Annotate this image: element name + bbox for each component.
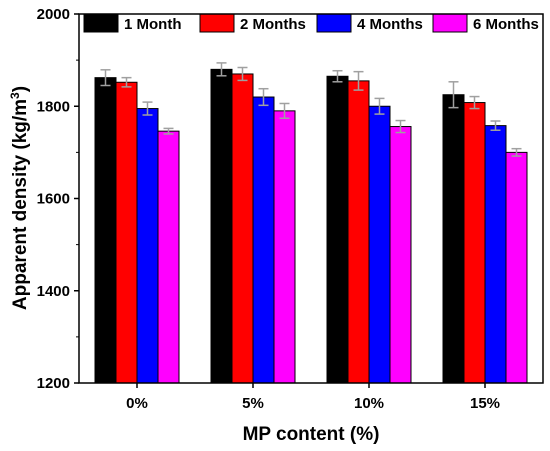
error-bar — [237, 66, 248, 82]
bar-1-month-2 — [326, 75, 349, 384]
bar-6-months-3 — [505, 151, 528, 384]
legend-item-1-month: 1 Month — [83, 13, 182, 33]
bar-2-months-3 — [463, 102, 486, 384]
bar-2-months-0 — [115, 81, 138, 384]
error-bar — [121, 76, 132, 88]
error-bar — [142, 101, 153, 116]
y-tick-label: 1400 — [37, 283, 70, 300]
bar-2-months-2 — [347, 80, 370, 384]
legend-label: 1 Month — [124, 16, 182, 33]
legend-label: 4 Months — [357, 16, 423, 33]
legend-item-2-months: 2 Months — [199, 13, 306, 33]
x-tick-label: 5% — [242, 395, 264, 412]
error-bar — [374, 97, 385, 115]
bar-4-months-3 — [484, 125, 507, 384]
error-bar — [511, 147, 522, 157]
x-tick-label: 15% — [470, 395, 500, 412]
legend-swatch — [432, 13, 468, 33]
bars: 0% 5% 10% 15% — [94, 62, 528, 412]
bar-6-months-2 — [389, 126, 412, 384]
x-tick-label: 0% — [126, 395, 148, 412]
y-axis-title-close: ) — [10, 86, 31, 92]
y-tick-label: 1200 — [37, 375, 70, 392]
y-axis-title-main: Apparent density (kg/m — [10, 99, 31, 310]
bar-6-months-0 — [157, 130, 180, 384]
error-bar — [469, 95, 480, 110]
legend-item-4-months: 4 Months — [316, 13, 423, 33]
x-tick-label: 10% — [354, 395, 384, 412]
legend-label: 6 Months — [473, 16, 539, 33]
y-tick-label: 1600 — [37, 191, 70, 208]
error-bar — [216, 62, 227, 77]
bar-4-months-1 — [252, 96, 275, 384]
plot-frame — [78, 13, 544, 384]
bar-4-months-2 — [368, 105, 391, 384]
ticks: 1200 1400 1600 1800 2000 — [37, 6, 79, 392]
error-bar — [353, 70, 364, 91]
error-bar — [395, 119, 406, 134]
legend-label: 2 Months — [240, 16, 306, 33]
error-bar — [448, 81, 459, 109]
y-axis-title-sup: 3 — [8, 92, 22, 99]
legend: 1 Month 2 Months 4 Months 6 Months — [83, 13, 539, 33]
bar-1-month-3 — [442, 94, 465, 384]
bar-1-month-1 — [210, 68, 233, 384]
error-bar — [332, 69, 343, 83]
x-axis-title: MP content (%) — [243, 424, 380, 445]
y-tick-label: 1800 — [37, 98, 70, 115]
legend-swatch — [316, 13, 352, 33]
y-axis-title: Apparent density (kg/m3) — [8, 86, 31, 310]
bar-1-month-0 — [94, 77, 117, 384]
legend-swatch — [199, 13, 235, 33]
y-tick-label: 2000 — [37, 6, 70, 23]
bar-6-months-1 — [273, 110, 296, 384]
error-bar — [279, 102, 290, 119]
error-bar — [163, 127, 174, 135]
legend-swatch — [83, 13, 119, 33]
error-bar — [258, 87, 269, 107]
bar-2-months-1 — [231, 73, 254, 384]
bar-4-months-0 — [136, 108, 159, 384]
legend-item-6-months: 6 Months — [432, 13, 539, 33]
error-bar — [100, 69, 111, 87]
error-bar — [490, 120, 501, 131]
